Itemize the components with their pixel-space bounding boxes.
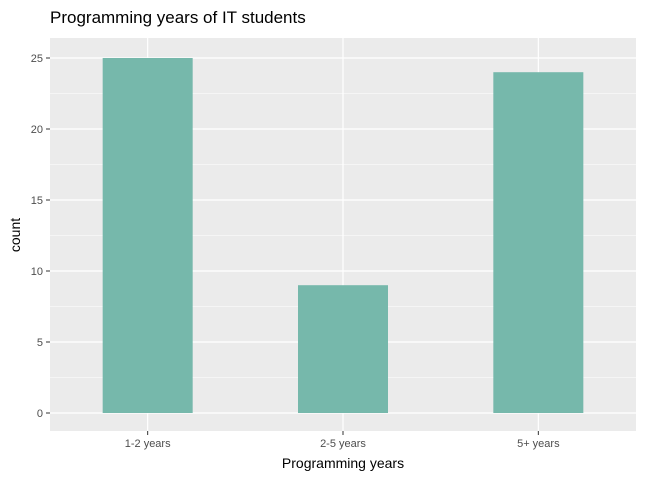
- x-axis-title: Programming years: [282, 455, 404, 471]
- bar-5-years: [493, 72, 584, 413]
- x-tick-label: 1-2 years: [125, 438, 171, 450]
- y-axis: 0 5 10 15 20 25: [31, 53, 50, 420]
- y-tick-label: 10: [31, 266, 43, 278]
- bar-2-5-years: [298, 285, 388, 413]
- x-axis: 1-2 years 2-5 years 5+ years: [125, 431, 560, 450]
- x-tick-label: 2-5 years: [320, 438, 366, 450]
- x-tick-label: 5+ years: [517, 438, 560, 450]
- y-tick-label: 25: [31, 53, 43, 65]
- y-axis-title: count: [7, 218, 23, 252]
- y-tick-label: 20: [31, 124, 43, 136]
- y-tick-label: 0: [37, 408, 43, 420]
- bars: [102, 58, 584, 413]
- bar-1-2-years: [102, 58, 193, 413]
- chart-title: Programming years of IT students: [50, 8, 306, 27]
- y-tick-label: 5: [37, 337, 43, 349]
- y-tick-label: 15: [31, 195, 43, 207]
